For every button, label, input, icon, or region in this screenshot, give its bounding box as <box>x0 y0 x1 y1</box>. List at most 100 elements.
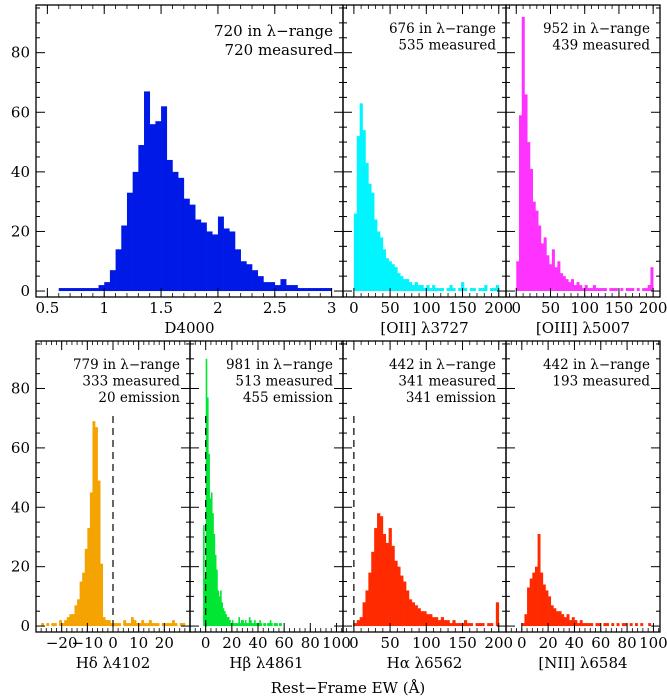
histogram-bar <box>576 282 580 292</box>
histogram-bar <box>223 228 230 292</box>
histogram-bar <box>414 605 418 627</box>
histogram-bar <box>648 623 652 627</box>
histogram-bar <box>74 605 78 627</box>
annotation-text: 676 in λ−range <box>389 21 496 37</box>
histogram-bar <box>385 258 389 292</box>
histogram-bar <box>521 16 525 292</box>
annotation-text: 513 measured <box>235 374 333 390</box>
histogram-bar <box>178 177 185 292</box>
histogram-bar <box>264 623 267 627</box>
histogram-bar <box>548 596 552 627</box>
x-tick-label: 50 <box>381 299 400 317</box>
histogram-bar <box>535 210 539 292</box>
histogram-bar <box>524 614 528 627</box>
histogram-bar <box>391 264 395 292</box>
x-tick-label: 200 <box>484 299 513 317</box>
histogram-bar <box>109 270 116 292</box>
x-tick-label: 50 <box>381 634 400 652</box>
annotation-text: 981 in λ−range <box>226 357 333 373</box>
histogram-bar <box>174 623 178 627</box>
histogram-bar <box>234 249 241 292</box>
histogram-bar <box>621 623 625 627</box>
annotation-text: 193 measured <box>552 374 650 390</box>
histogram-bar <box>540 572 544 627</box>
histogram-bar <box>166 159 173 292</box>
histogram-bar <box>397 273 401 292</box>
histogram-bar <box>209 498 212 627</box>
histogram-bar <box>213 534 216 627</box>
histogram-bar <box>210 492 213 627</box>
histogram-bar <box>417 285 421 292</box>
histogram-bar <box>540 243 544 292</box>
histogram-bar <box>291 285 298 292</box>
histogram-bar <box>87 288 94 292</box>
figure-x-axis-label: Rest−Frame EW (Å) <box>271 679 426 697</box>
histogram-bar <box>238 617 240 627</box>
histogram-bar <box>362 602 366 627</box>
histogram-bar <box>408 282 413 292</box>
histogram-bar <box>534 566 538 627</box>
histogram-bar <box>353 213 358 292</box>
histogram-bar <box>156 623 160 627</box>
histogram-bar <box>620 288 624 292</box>
histogram-bar <box>280 623 282 627</box>
histogram-bar <box>222 608 225 627</box>
histogram-bar <box>105 620 109 627</box>
histogram-bar <box>601 288 605 292</box>
histogram-bar <box>246 623 248 627</box>
histogram-bar <box>408 599 413 627</box>
histogram-bar <box>546 255 550 292</box>
histogram-bar <box>377 513 381 627</box>
histogram-bar <box>587 288 591 292</box>
histogram-bar <box>563 617 567 627</box>
histogram-bar <box>58 288 65 292</box>
histogram-bar <box>276 623 278 627</box>
histogram-bar <box>161 106 168 292</box>
histogram-bar <box>217 590 220 627</box>
histogram-bar <box>356 620 360 627</box>
x-tick-label: 150 <box>448 299 477 317</box>
histogram-bar <box>406 590 410 627</box>
x-tick-label: 0 <box>201 634 211 652</box>
annotation-text: 442 in λ−range <box>543 357 650 373</box>
x-tick-label: 20 <box>155 634 174 652</box>
x-tick-label: 80 <box>618 634 637 652</box>
x-tick-label: 150 <box>448 634 477 652</box>
histogram-bar <box>234 623 237 627</box>
histogram-bar <box>527 587 530 627</box>
histogram-bar <box>631 288 635 292</box>
histogram-bar <box>411 602 416 627</box>
histogram-bar <box>237 623 239 627</box>
histogram-bar <box>612 288 616 292</box>
histogram-bar <box>557 261 561 292</box>
histogram-bar <box>478 288 482 292</box>
histogram-bar <box>461 282 465 292</box>
histogram-bar <box>538 225 542 292</box>
histogram-bar <box>115 249 122 292</box>
histogram-bar <box>484 285 488 292</box>
histogram-bar <box>123 620 127 627</box>
histogram-bar <box>274 285 281 292</box>
histogram-bar <box>435 288 439 292</box>
histogram-bar <box>113 623 116 627</box>
histogram-bar <box>179 623 183 627</box>
histogram-bar <box>650 267 654 292</box>
histogram-bar <box>609 288 613 292</box>
histogram-bar <box>403 581 407 627</box>
histogram-bar <box>365 590 369 627</box>
histogram-bar <box>64 288 71 292</box>
histogram-bar <box>475 623 479 627</box>
histogram-bar <box>543 237 547 292</box>
y-tick-label: 60 <box>11 103 30 121</box>
histogram-bar <box>166 623 170 627</box>
histogram-bar <box>569 620 573 627</box>
histogram-bar <box>581 288 586 292</box>
histogram-bar <box>394 560 398 627</box>
histogram-bar <box>214 554 217 627</box>
histogram-bar <box>549 264 553 292</box>
histogram-bar <box>584 285 588 292</box>
histogram-bar <box>212 513 214 627</box>
histogram-bar <box>406 279 410 292</box>
histogram-bar <box>128 623 132 627</box>
